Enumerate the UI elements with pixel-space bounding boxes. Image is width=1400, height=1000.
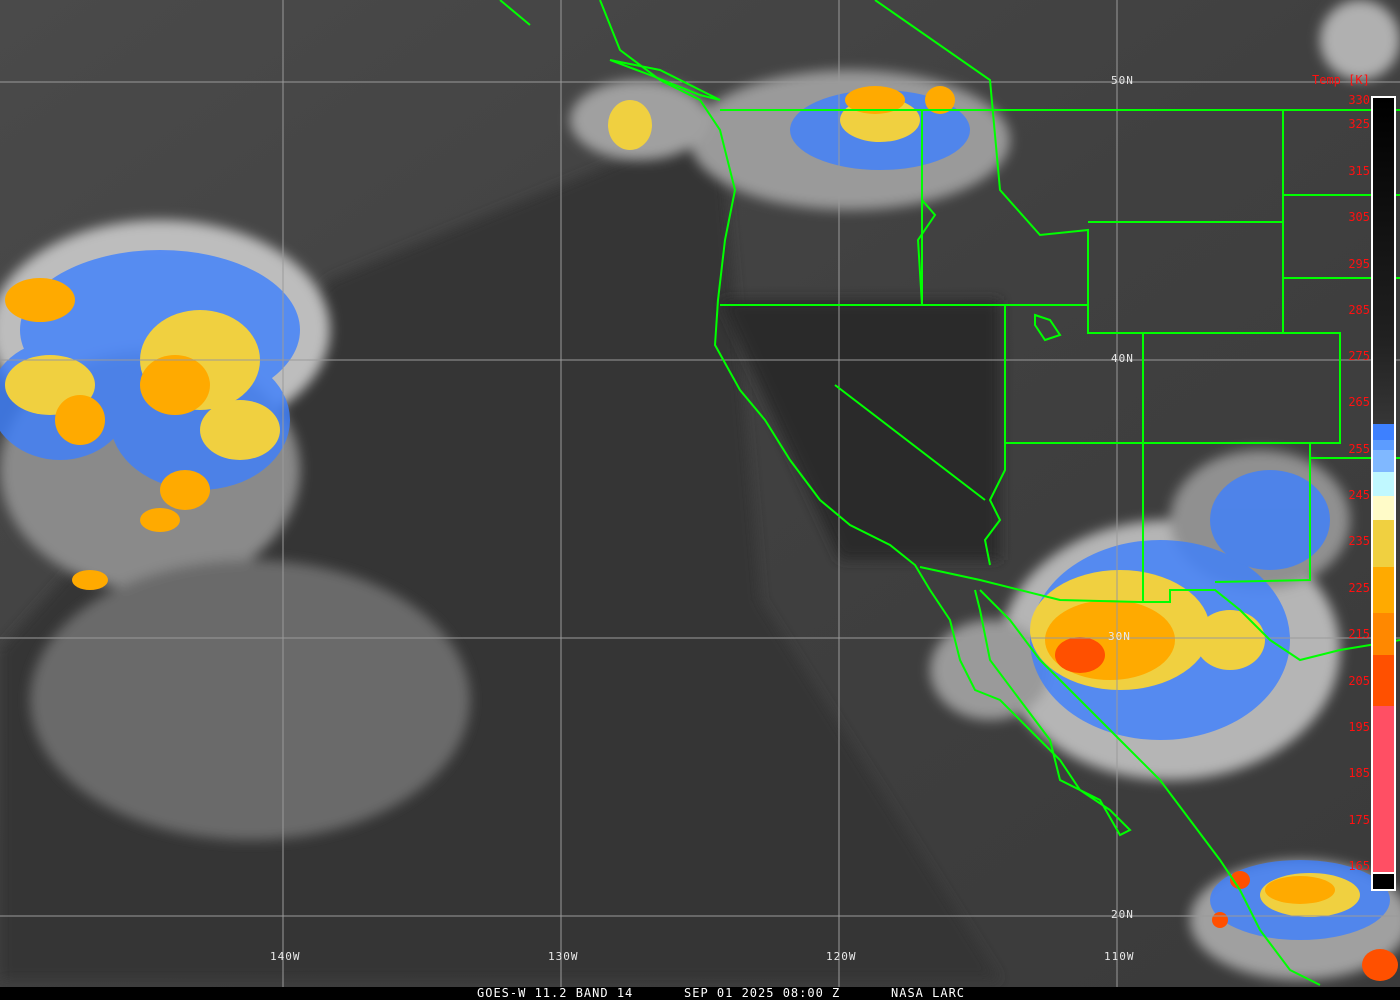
land-region [720,300,1000,560]
lon-label-140w: 140W [270,950,301,963]
colorbar-tick-label: 275 [1348,349,1370,363]
lon-label-130w: 130W [548,950,579,963]
datetime-label: SEP 01 2025 08:00 Z [684,986,841,1000]
colorbar-tick-label: 215 [1348,627,1370,641]
lat-label-50n: 50N [1111,74,1134,87]
mainland-mexico-coast [979,589,1321,986]
colorbar-tick-label: 315 [1348,164,1370,178]
colorbar-tick-label: 235 [1348,534,1370,548]
great-salt-lake [1034,313,1062,342]
west-coastline [499,0,1132,837]
political-boundaries [499,0,1400,986]
temperature-colorbar [1371,96,1396,891]
product-label: GOES-W 11.2 BAND 14 [477,986,634,1000]
colorbar-tick-label: 255 [1348,442,1370,456]
colorbar-tick-label: 325 [1348,117,1370,131]
colorbar-tick-label: 195 [1348,720,1370,734]
colorbar-tick-label: 295 [1348,257,1370,271]
colorbar-tick-label: 265 [1348,395,1370,409]
colorbar-tick-label: 205 [1348,674,1370,688]
vancouver-island [609,59,721,101]
caption-bar: GOES-W 11.2 BAND 14 SEP 01 2025 08:00 Z … [0,987,1400,1000]
lat-label-20n: 20N [1111,908,1134,921]
lon-label-120w: 120W [826,950,857,963]
colorbar-tick-label: 185 [1348,766,1370,780]
cold-cloud-tops [0,86,1398,981]
colorbar-title: Temp [K] [1312,73,1370,87]
lat-label-40n: 40N [1111,352,1134,365]
lon-label-110w: 110W [1104,950,1135,963]
colorbar-tick-label: 285 [1348,303,1370,317]
colorbar-tick-label: 245 [1348,488,1370,502]
us-mexico-border [919,566,1400,662]
lat-label-30n: 30N [1108,630,1131,643]
colorbar-tick-label: 225 [1348,581,1370,595]
colorbar-tick-label: 175 [1348,813,1370,827]
credit-label: NASA LARC [891,986,966,1000]
colorbar-tick-label: 165 [1348,859,1370,873]
colorbar-tick-label: 330 [1348,93,1370,107]
colorbar-tick-label: 305 [1348,210,1370,224]
state-borders [720,0,1400,602]
